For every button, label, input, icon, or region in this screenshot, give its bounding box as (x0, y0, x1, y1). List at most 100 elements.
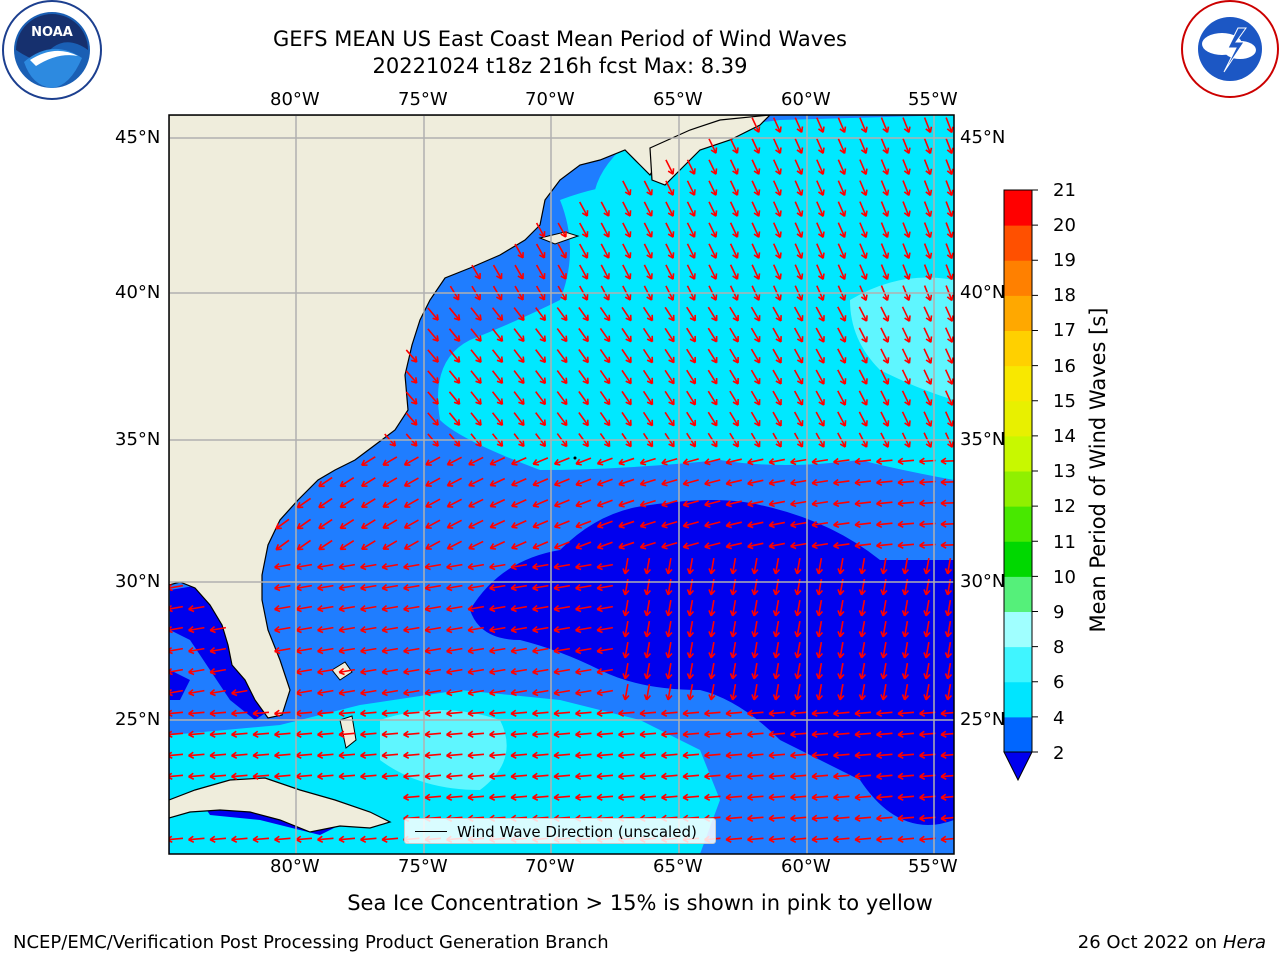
colorbar-swatch (1004, 330, 1032, 367)
wind-wave-arrow (725, 751, 743, 759)
wind-wave-arrow (793, 348, 804, 364)
colorbar-swatch (1004, 365, 1032, 402)
wind-wave-arrow (794, 243, 804, 259)
wind-wave-arrow (403, 688, 420, 697)
wind-wave-arrow (880, 641, 888, 659)
wind-wave-arrow (725, 814, 743, 822)
wind-wave-arrow (188, 646, 205, 655)
lon-label-top: 65°W (653, 89, 703, 110)
lat-label-right: 25°N (960, 709, 1006, 730)
wind-wave-arrow (854, 772, 872, 780)
wind-wave-arrow (854, 751, 872, 759)
wind-wave-arrow (599, 369, 611, 385)
wind-wave-arrow (919, 772, 936, 780)
wind-wave-arrow (639, 520, 656, 529)
wind-wave-arrow (729, 620, 738, 638)
wind-wave-arrow (833, 457, 850, 466)
wind-wave-arrow (751, 243, 761, 259)
wind-wave-arrow (944, 348, 954, 364)
wind-wave-arrow (747, 709, 764, 717)
wind-wave-arrow (252, 730, 270, 738)
wind-wave-arrow (575, 625, 592, 634)
lon-label-bottom: 60°W (781, 856, 831, 877)
wind-wave-arrow (923, 180, 933, 197)
wind-wave-arrow (596, 541, 613, 550)
noaa-logo: NOAA (2, 0, 102, 100)
wind-wave-arrow (859, 159, 868, 176)
wind-wave-arrow (897, 793, 915, 801)
wind-wave-arrow (686, 201, 696, 217)
wind-wave-arrow (837, 117, 847, 134)
nova-scotia-land (649, 115, 771, 186)
wind-wave-arrow (665, 243, 675, 259)
wind-wave-arrow (816, 243, 825, 259)
wind-wave-arrow (729, 348, 739, 364)
wind-wave-arrow (772, 327, 782, 343)
wind-wave-arrow (772, 348, 782, 364)
wind-wave-arrow (837, 264, 847, 281)
wind-wave-arrow (360, 730, 377, 738)
wind-wave-arrow (729, 243, 739, 259)
wind-wave-arrow (621, 411, 632, 427)
wind-wave-arrow (424, 730, 442, 738)
wind-wave-arrow (360, 625, 377, 634)
wind-wave-arrow (578, 412, 589, 427)
wind-wave-arrow (794, 662, 802, 680)
wind-wave-arrow (467, 793, 485, 801)
wind-wave-arrow (725, 793, 743, 801)
wind-wave-arrow (382, 540, 398, 550)
wind-wave-arrow (381, 667, 399, 676)
wind-wave-arrow (209, 709, 227, 717)
wind-wave-arrow (858, 348, 868, 364)
wind-wave-arrow (880, 264, 890, 281)
wind-wave-arrow (470, 349, 482, 363)
wind-wave-arrow (811, 730, 829, 738)
wind-wave-arrow (382, 477, 398, 487)
wind-wave-arrow (790, 835, 807, 843)
lat-label-right: 35°N (960, 429, 1006, 450)
wind-wave-arrow (854, 457, 872, 466)
wind-wave-arrow (708, 557, 716, 575)
wind-wave-arrow (815, 390, 825, 406)
wind-wave-arrow (188, 688, 205, 697)
wind-wave-arrow (768, 814, 786, 822)
wind-wave-arrow (618, 478, 635, 487)
wind-wave-arrow (468, 477, 484, 487)
wind-wave-arrow (750, 327, 761, 343)
wind-wave-arrow (664, 390, 675, 406)
wind-wave-arrow (578, 201, 589, 217)
wind-wave-arrow (643, 201, 653, 217)
wind-wave-arrow (424, 583, 442, 592)
wind-wave-arrow (940, 835, 954, 843)
wind-wave-arrow (945, 117, 954, 134)
wind-wave-arrow (902, 180, 911, 197)
wind-wave-arrow (880, 180, 890, 197)
wind-wave-arrow (535, 412, 547, 427)
wind-wave-arrow (944, 557, 953, 575)
wind-wave-arrow (575, 583, 592, 592)
wind-wave-arrow (665, 264, 675, 280)
lon-label-top: 70°W (525, 89, 575, 110)
wind-wave-arrow (880, 159, 890, 176)
wind-wave-arrow (772, 411, 782, 427)
wind-wave-arrow (751, 620, 759, 638)
wind-wave-arrow (704, 751, 721, 759)
wind-wave-arrow (578, 222, 589, 238)
colorbar-swatch (1004, 646, 1032, 683)
wind-wave-arrow (295, 688, 313, 697)
wind-wave-arrow (768, 793, 786, 801)
wind-wave-arrow (751, 117, 761, 133)
wind-wave-arrow (707, 327, 718, 343)
wind-wave-arrow (274, 730, 291, 738)
wind-wave-arrow (467, 730, 485, 738)
wind-wave-arrow (596, 688, 614, 697)
wind-wave-arrow (815, 620, 824, 638)
wind-wave-arrow (491, 328, 504, 343)
wind-wave-arrow (729, 369, 739, 385)
wind-wave-arrow (815, 411, 825, 427)
wind-wave-arrow (339, 498, 355, 509)
lat-label-left: 35°N (115, 429, 161, 450)
wind-wave-arrow (448, 349, 461, 363)
wind-wave-arrow (665, 620, 673, 638)
svg-text:NOAA: NOAA (31, 25, 73, 40)
